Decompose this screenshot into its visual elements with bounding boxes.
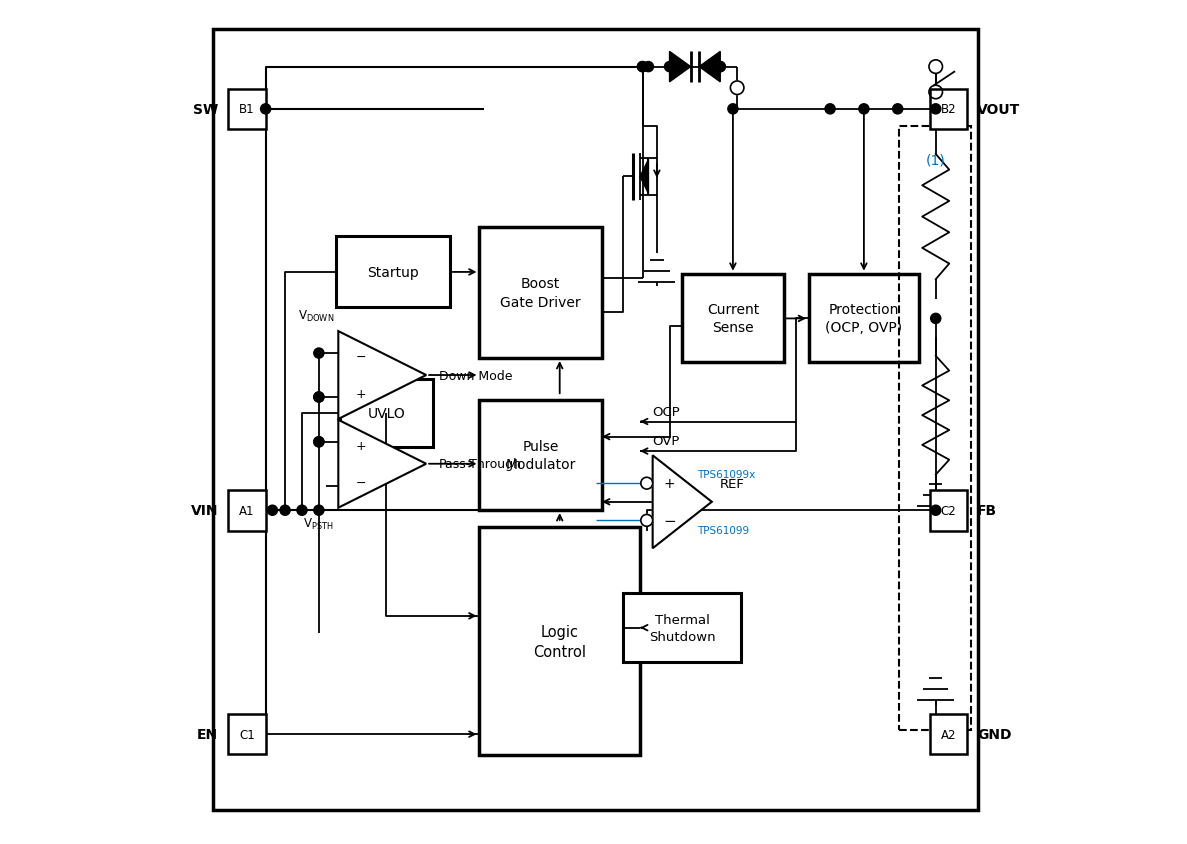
Bar — [480, 401, 602, 511]
Bar — [480, 228, 602, 359]
Circle shape — [730, 82, 744, 95]
Circle shape — [929, 61, 942, 74]
Text: TPS61099x: TPS61099x — [698, 469, 756, 479]
Text: −: − — [356, 350, 367, 364]
Text: Pass-Through: Pass-Through — [439, 457, 522, 471]
Bar — [929, 714, 967, 755]
Text: Protection
(OCP, OVP): Protection (OCP, OVP) — [825, 302, 902, 335]
Text: V$_{\mathregular{PSTH}}$: V$_{\mathregular{PSTH}}$ — [304, 517, 334, 532]
Circle shape — [313, 506, 324, 516]
Text: FB: FB — [977, 504, 997, 517]
Polygon shape — [640, 160, 648, 194]
Text: EN: EN — [197, 728, 218, 741]
Circle shape — [665, 62, 674, 73]
Text: −: − — [664, 513, 675, 528]
Bar — [623, 593, 742, 663]
Bar — [228, 714, 266, 755]
Circle shape — [643, 62, 654, 73]
Circle shape — [931, 506, 941, 516]
Bar — [929, 490, 967, 531]
Text: VIN: VIN — [191, 504, 218, 517]
Polygon shape — [338, 420, 426, 508]
Circle shape — [931, 314, 941, 324]
Text: A1: A1 — [240, 504, 255, 517]
Text: Boost
Gate Driver: Boost Gate Driver — [501, 277, 580, 310]
Text: V$_{\mathregular{DOWN}}$: V$_{\mathregular{DOWN}}$ — [298, 308, 334, 323]
Text: Current
Sense: Current Sense — [706, 302, 758, 335]
Polygon shape — [338, 332, 426, 419]
Text: B1: B1 — [240, 103, 255, 116]
Circle shape — [931, 105, 941, 115]
Circle shape — [641, 478, 653, 490]
Text: (1): (1) — [926, 154, 945, 167]
Text: TPS61099: TPS61099 — [698, 525, 749, 535]
Text: GND: GND — [977, 728, 1011, 741]
Bar — [480, 528, 640, 755]
Circle shape — [313, 437, 324, 447]
Bar — [228, 490, 266, 531]
Circle shape — [313, 349, 324, 359]
Bar — [900, 127, 971, 730]
Text: SW: SW — [193, 103, 218, 116]
Circle shape — [313, 392, 324, 403]
Circle shape — [929, 86, 942, 100]
Circle shape — [313, 437, 324, 447]
Circle shape — [728, 105, 738, 115]
Text: C2: C2 — [940, 504, 957, 517]
Bar — [683, 274, 783, 363]
Text: +: + — [356, 387, 367, 401]
Text: Startup: Startup — [367, 265, 419, 279]
Polygon shape — [669, 52, 691, 83]
Text: +: + — [664, 477, 675, 490]
Bar — [339, 380, 433, 447]
Circle shape — [267, 506, 278, 516]
Bar — [336, 236, 450, 308]
Text: −: − — [356, 476, 367, 490]
Text: OCP: OCP — [653, 405, 680, 419]
Circle shape — [859, 105, 869, 115]
Circle shape — [280, 506, 290, 516]
Bar — [929, 89, 967, 130]
Circle shape — [716, 62, 725, 73]
Circle shape — [641, 515, 653, 527]
Circle shape — [261, 105, 271, 115]
Bar — [810, 274, 919, 363]
Circle shape — [825, 105, 836, 115]
Text: C1: C1 — [239, 728, 255, 741]
Text: Down Mode: Down Mode — [439, 369, 513, 382]
Text: Pulse
Modulator: Pulse Modulator — [506, 440, 576, 472]
Text: Thermal
Shutdown: Thermal Shutdown — [649, 613, 716, 643]
Circle shape — [313, 392, 324, 403]
Polygon shape — [653, 456, 712, 549]
Text: REF: REF — [721, 477, 745, 490]
Text: A2: A2 — [940, 728, 957, 741]
Circle shape — [716, 62, 725, 73]
Text: +: + — [356, 439, 367, 452]
Text: Logic
Control: Logic Control — [533, 624, 586, 659]
Text: B2: B2 — [940, 103, 957, 116]
Circle shape — [893, 105, 903, 115]
Text: UVLO: UVLO — [368, 407, 405, 420]
Text: OVP: OVP — [653, 435, 680, 448]
Text: VOUT: VOUT — [977, 103, 1021, 116]
Polygon shape — [699, 52, 721, 83]
Circle shape — [637, 62, 648, 73]
Bar — [228, 89, 266, 130]
Circle shape — [637, 62, 648, 73]
Circle shape — [297, 506, 307, 516]
